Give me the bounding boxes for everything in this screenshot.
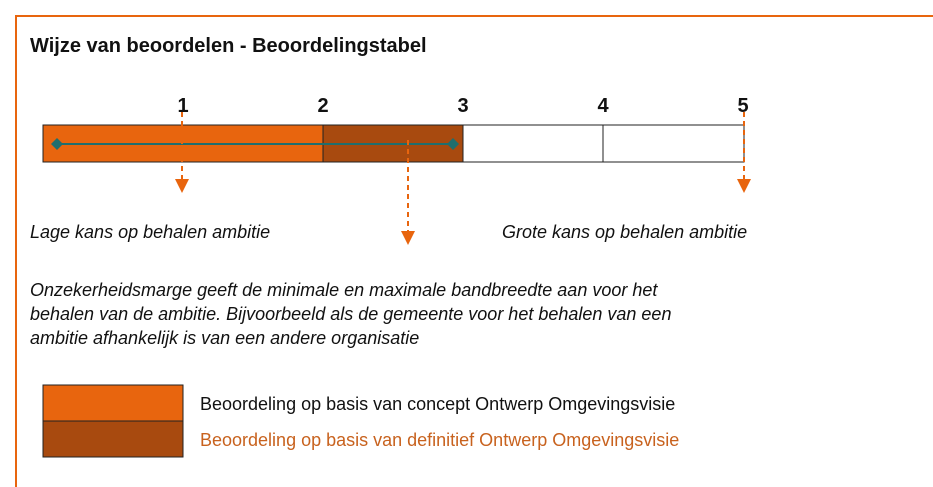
cell-empty (462, 124, 604, 163)
scale-label: 4 (597, 95, 609, 117)
note-line: ambitie afhankelijk is van een andere or… (30, 328, 419, 348)
scale-label: 2 (317, 95, 328, 117)
high-label: Grote kans op behalen ambitie (502, 222, 747, 242)
note-line: Onzekerheidsmarge geeft de minimale en m… (30, 280, 658, 300)
scale-label: 1 (177, 95, 188, 117)
legend-label: Beoordeling op basis van definitief Ontw… (200, 430, 679, 450)
margin-marker (447, 138, 459, 150)
note: Onzekerheidsmarge geeft de minimale en m… (30, 280, 671, 348)
scale: 1 2 3 4 5 (177, 95, 748, 117)
low-label: Lage kans op behalen ambitie (30, 222, 270, 242)
legend-swatch (42, 420, 184, 458)
margin-marker (51, 138, 63, 150)
scale-label: 3 (457, 95, 468, 117)
frame (15, 15, 933, 487)
title: Wijze van beoordelen - Beoordelingstabel (30, 35, 427, 57)
note-line: behalen van de ambitie. Bijvoorbeeld als… (30, 304, 671, 324)
scale-label: 5 (737, 95, 748, 117)
legend: Beoordeling op basis van concept Ontwerp… (42, 384, 679, 458)
legend-swatch (42, 384, 184, 422)
legend-label: Beoordeling op basis van concept Ontwerp… (200, 394, 675, 414)
cell-empty (602, 124, 745, 163)
